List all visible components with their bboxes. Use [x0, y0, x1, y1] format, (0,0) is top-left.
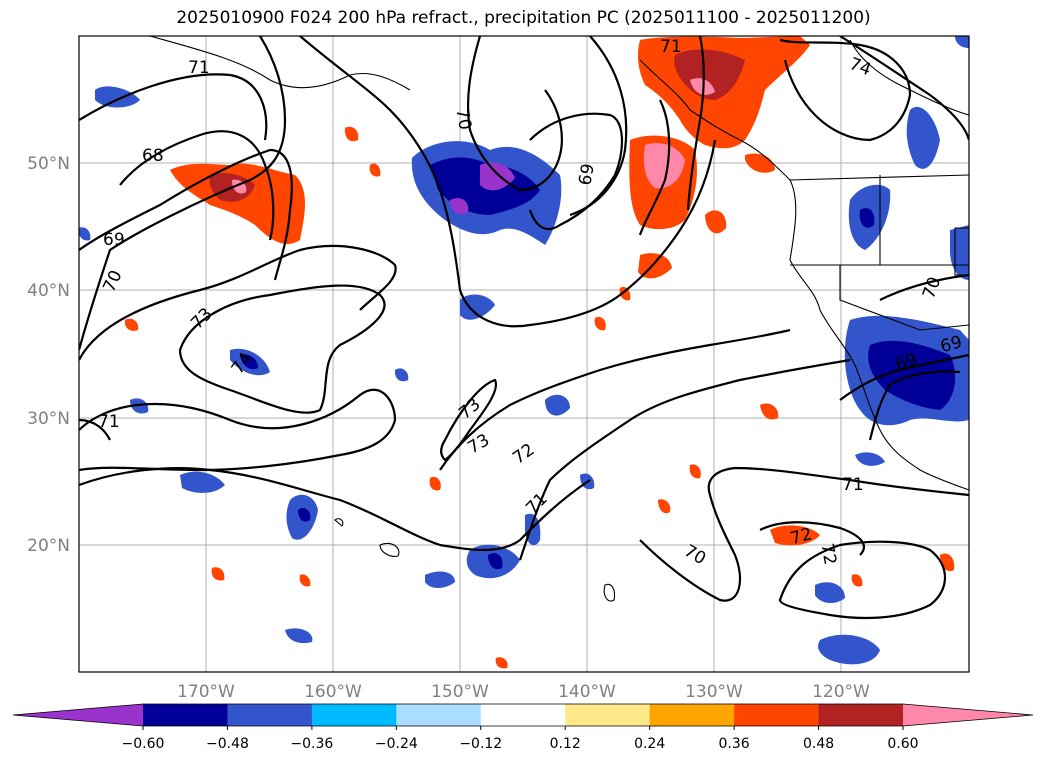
lat-tick-label: 20°N: [27, 536, 70, 556]
colorbar-extend-high: [903, 704, 1033, 726]
lon-tick-label: 130°W: [685, 682, 743, 702]
contour-label: 71: [660, 37, 682, 57]
colorbar: −0.60 −0.48 −0.36 −0.24 −0.12 0.12 0.24 0.36 0.4…: [12, 703, 1034, 752]
precip-field: [79, 36, 969, 669]
contour-label: 69: [575, 162, 598, 187]
contour-label: 71: [98, 412, 120, 432]
contour-label: 68: [142, 146, 164, 166]
lon-tick-label: 140°W: [558, 682, 616, 702]
map-background: [79, 36, 969, 672]
colorbar-tick-label: 0.36: [719, 736, 750, 752]
lon-tick-label: 120°W: [812, 682, 870, 702]
colorbar-segment: [480, 704, 566, 726]
map-frame: [78, 35, 970, 673]
lon-tick-label: 160°W: [304, 682, 362, 702]
coastlines: [149, 36, 969, 602]
colorbar-segment: [649, 704, 735, 726]
lat-tick-label: 40°N: [27, 281, 70, 301]
colorbar-tick-label: 0.24: [634, 736, 665, 752]
colorbar-tick-label: −0.36: [290, 736, 333, 752]
colorbar-tick-label: −0.12: [459, 736, 502, 752]
colorbar-segment: [311, 704, 397, 726]
colorbar-segment: [227, 704, 313, 726]
lat-tick-label: 30°N: [27, 409, 70, 429]
colorbar-tick-label: 0.60: [887, 736, 918, 752]
colorbar-tick-label: 0.12: [550, 736, 581, 752]
colorbar-segment: [818, 704, 904, 726]
contour-label: 72: [816, 542, 839, 567]
lon-tick-label: 150°W: [431, 682, 489, 702]
colorbar-segment: [734, 704, 820, 726]
lon-tick-label: 170°W: [177, 682, 235, 702]
contour-label: 71: [842, 475, 864, 495]
refractivity-contours: [79, 36, 969, 620]
map-title: 2025010900 F024 200 hPa refract., precip…: [176, 8, 871, 28]
colorbar-segment: [396, 704, 482, 726]
lat-tick-label: 50°N: [27, 154, 70, 174]
lon-tick-labels: 170°W 160°W 150°W 140°W 130°W 120°W: [177, 682, 870, 702]
colorbar-tick-label: 0.48: [803, 736, 834, 752]
colorbar-tick-label: −0.60: [122, 736, 165, 752]
contour-label: 71: [188, 58, 210, 78]
contour-label: 69: [103, 230, 125, 250]
colorbar-tick-label: −0.48: [206, 736, 249, 752]
lat-tick-labels: 50°N 40°N 30°N 20°N: [27, 154, 70, 556]
colorbar-segment: [143, 704, 228, 726]
colorbar-tick-label: −0.24: [375, 736, 418, 752]
contour-label: 70: [451, 107, 474, 132]
colorbar-extend-low: [13, 704, 143, 726]
colorbar-segment: [565, 704, 651, 726]
